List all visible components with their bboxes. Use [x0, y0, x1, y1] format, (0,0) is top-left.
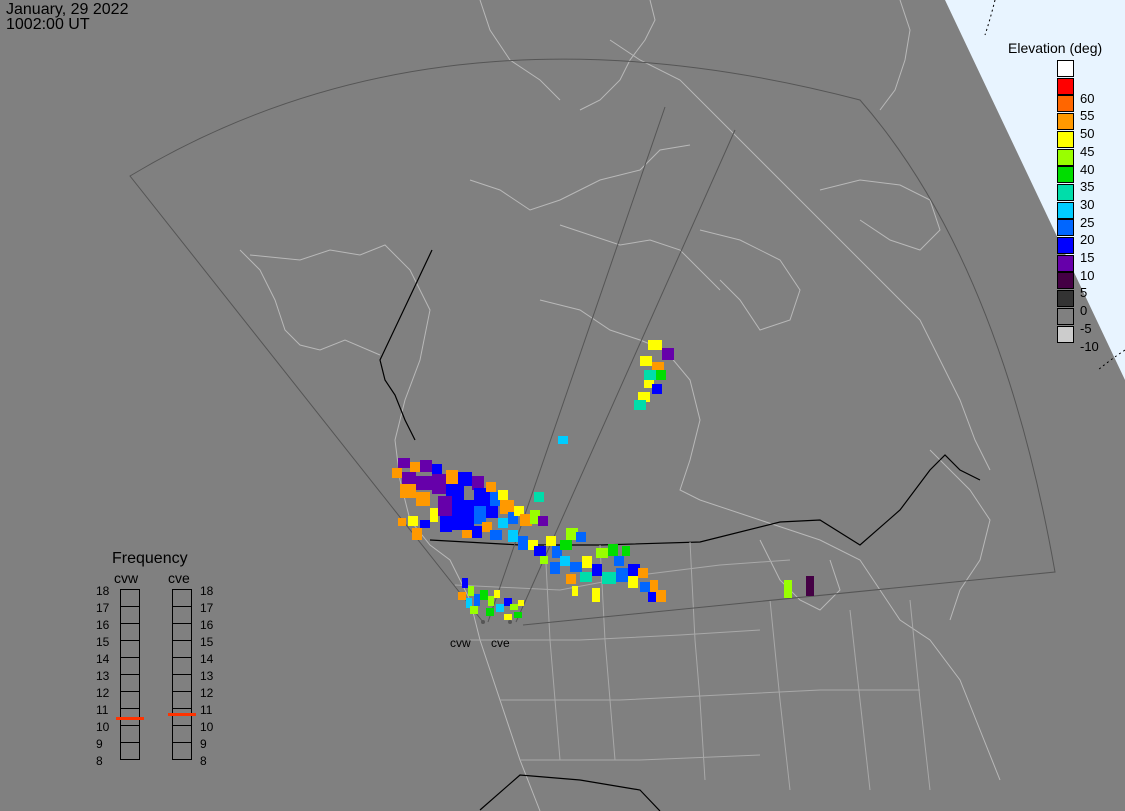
colorbar-swatch — [1057, 201, 1074, 219]
frequency-tick-label: 16 — [96, 618, 110, 632]
colorbar-label: 0 — [1080, 303, 1088, 319]
frequency-tick-label: 12 — [200, 686, 214, 700]
frequency-gauge-cell — [121, 675, 139, 692]
radar-site-cvw — [481, 620, 485, 624]
frequency-tick-label: 8 — [96, 754, 103, 768]
frequency-tick-label: 11 — [200, 703, 213, 717]
site-label-cve: cve — [491, 636, 510, 650]
frequency-tick-label: 9 — [96, 737, 103, 751]
colorbar-title: Elevation (deg) — [1008, 40, 1103, 56]
frequency-gauge-cell — [173, 590, 191, 607]
frequency-gauge-cell — [121, 641, 139, 658]
colorbar-swatch — [1057, 219, 1074, 237]
frequency-tick-label: 14 — [200, 652, 214, 666]
frequency-tick-label: 10 — [96, 720, 110, 734]
colorbar-label: -5 — [1080, 320, 1092, 336]
colorbar-swatch — [1057, 183, 1074, 201]
frequency-gauge-cell — [173, 607, 191, 624]
frequency-tick-label: 15 — [200, 635, 214, 649]
frequency-radar-cve: cve — [168, 570, 190, 586]
frequency-radar-cvw: cvw — [114, 570, 139, 586]
time-label: 1002:00 UT — [6, 16, 90, 33]
frequency-tick-label: 11 — [96, 703, 109, 717]
colorbar-label: 15 — [1080, 250, 1095, 265]
frequency-tick-label: 16 — [200, 618, 214, 632]
frequency-gauge-cell — [121, 624, 139, 641]
frequency-gauge-cell — [121, 743, 139, 760]
colorbar-swatch — [1057, 95, 1074, 113]
colorbar-swatch — [1057, 307, 1074, 325]
colorbar-swatch — [1057, 130, 1074, 148]
frequency-tick-label: 14 — [96, 652, 110, 666]
frequency-gauge-cell — [173, 709, 191, 726]
frequency-tick-label: 10 — [200, 720, 214, 734]
frequency-gauge-cell — [173, 675, 191, 692]
colorbar-label: 5 — [1080, 285, 1088, 301]
frequency-title: Frequency — [112, 550, 188, 567]
frequency-tick-label: 17 — [96, 601, 110, 615]
frequency-gauge-cell — [121, 709, 139, 726]
colorbar-label: 45 — [1080, 143, 1095, 159]
frequency-marker-cve — [168, 713, 196, 717]
frequency-gauge-cell — [173, 658, 191, 675]
colorbar-swatch — [1057, 325, 1074, 343]
colorbar-swatch — [1057, 290, 1074, 308]
frequency-gauge-cell — [121, 658, 139, 675]
colorbar-swatch — [1057, 272, 1074, 290]
colorbar-swatch — [1057, 254, 1074, 272]
colorbar-label: 20 — [1080, 232, 1095, 248]
frequency-gauge-cell — [121, 590, 139, 607]
polar-day-region — [945, 0, 1125, 380]
frequency-gauge-cell — [121, 607, 139, 624]
frequency-tick-label: 8 — [200, 754, 207, 768]
frequency-gauge-cell — [121, 726, 139, 743]
colorbar-label: 35 — [1080, 179, 1095, 195]
colorbar-swatch — [1057, 237, 1074, 254]
colorbar-swatch — [1057, 77, 1074, 95]
frequency-tick-label: 12 — [96, 686, 110, 700]
colorbar-label: -10 — [1080, 338, 1099, 354]
frequency-gauge-cell — [121, 692, 139, 709]
frequency-marker-cvw — [116, 716, 144, 720]
frequency-tick-label: 17 — [200, 601, 214, 615]
colorbar-label: 40 — [1080, 161, 1095, 177]
colorbar-label: 60 — [1080, 90, 1095, 106]
frequency-gauge-cell — [173, 692, 191, 709]
frequency-tick-label: 18 — [96, 584, 110, 598]
frequency-gauge-cve — [172, 589, 192, 760]
frequency-tick-label: 13 — [96, 669, 110, 683]
colorbar-label: 30 — [1080, 196, 1095, 212]
date-label: January, 29 2022 — [6, 1, 129, 18]
frequency-gauge-cell — [173, 641, 191, 658]
echo-cells — [392, 340, 814, 620]
frequency-tick-label: 9 — [200, 737, 207, 751]
colorbar-label: 50 — [1080, 126, 1095, 142]
site-label-cvw: cvw — [450, 636, 471, 650]
colorbar-label: 55 — [1080, 108, 1095, 124]
colorbar-swatch — [1057, 166, 1074, 184]
colorbar-label: 10 — [1080, 267, 1095, 283]
frequency-gauge-cvw — [120, 589, 140, 760]
frequency-gauge-cell — [173, 743, 191, 760]
frequency-tick-label: 13 — [200, 669, 214, 683]
frequency-tick-label: 18 — [200, 584, 214, 598]
frequency-gauge-cell — [173, 726, 191, 743]
colorbar-swatch — [1057, 60, 1074, 77]
radar-site-cve — [508, 620, 512, 624]
colorbar-swatch — [1057, 113, 1074, 131]
frequency-gauge-cell — [173, 624, 191, 641]
colorbar-swatch — [1057, 148, 1074, 166]
colorbar-label: 25 — [1080, 214, 1095, 230]
frequency-tick-label: 15 — [96, 635, 110, 649]
